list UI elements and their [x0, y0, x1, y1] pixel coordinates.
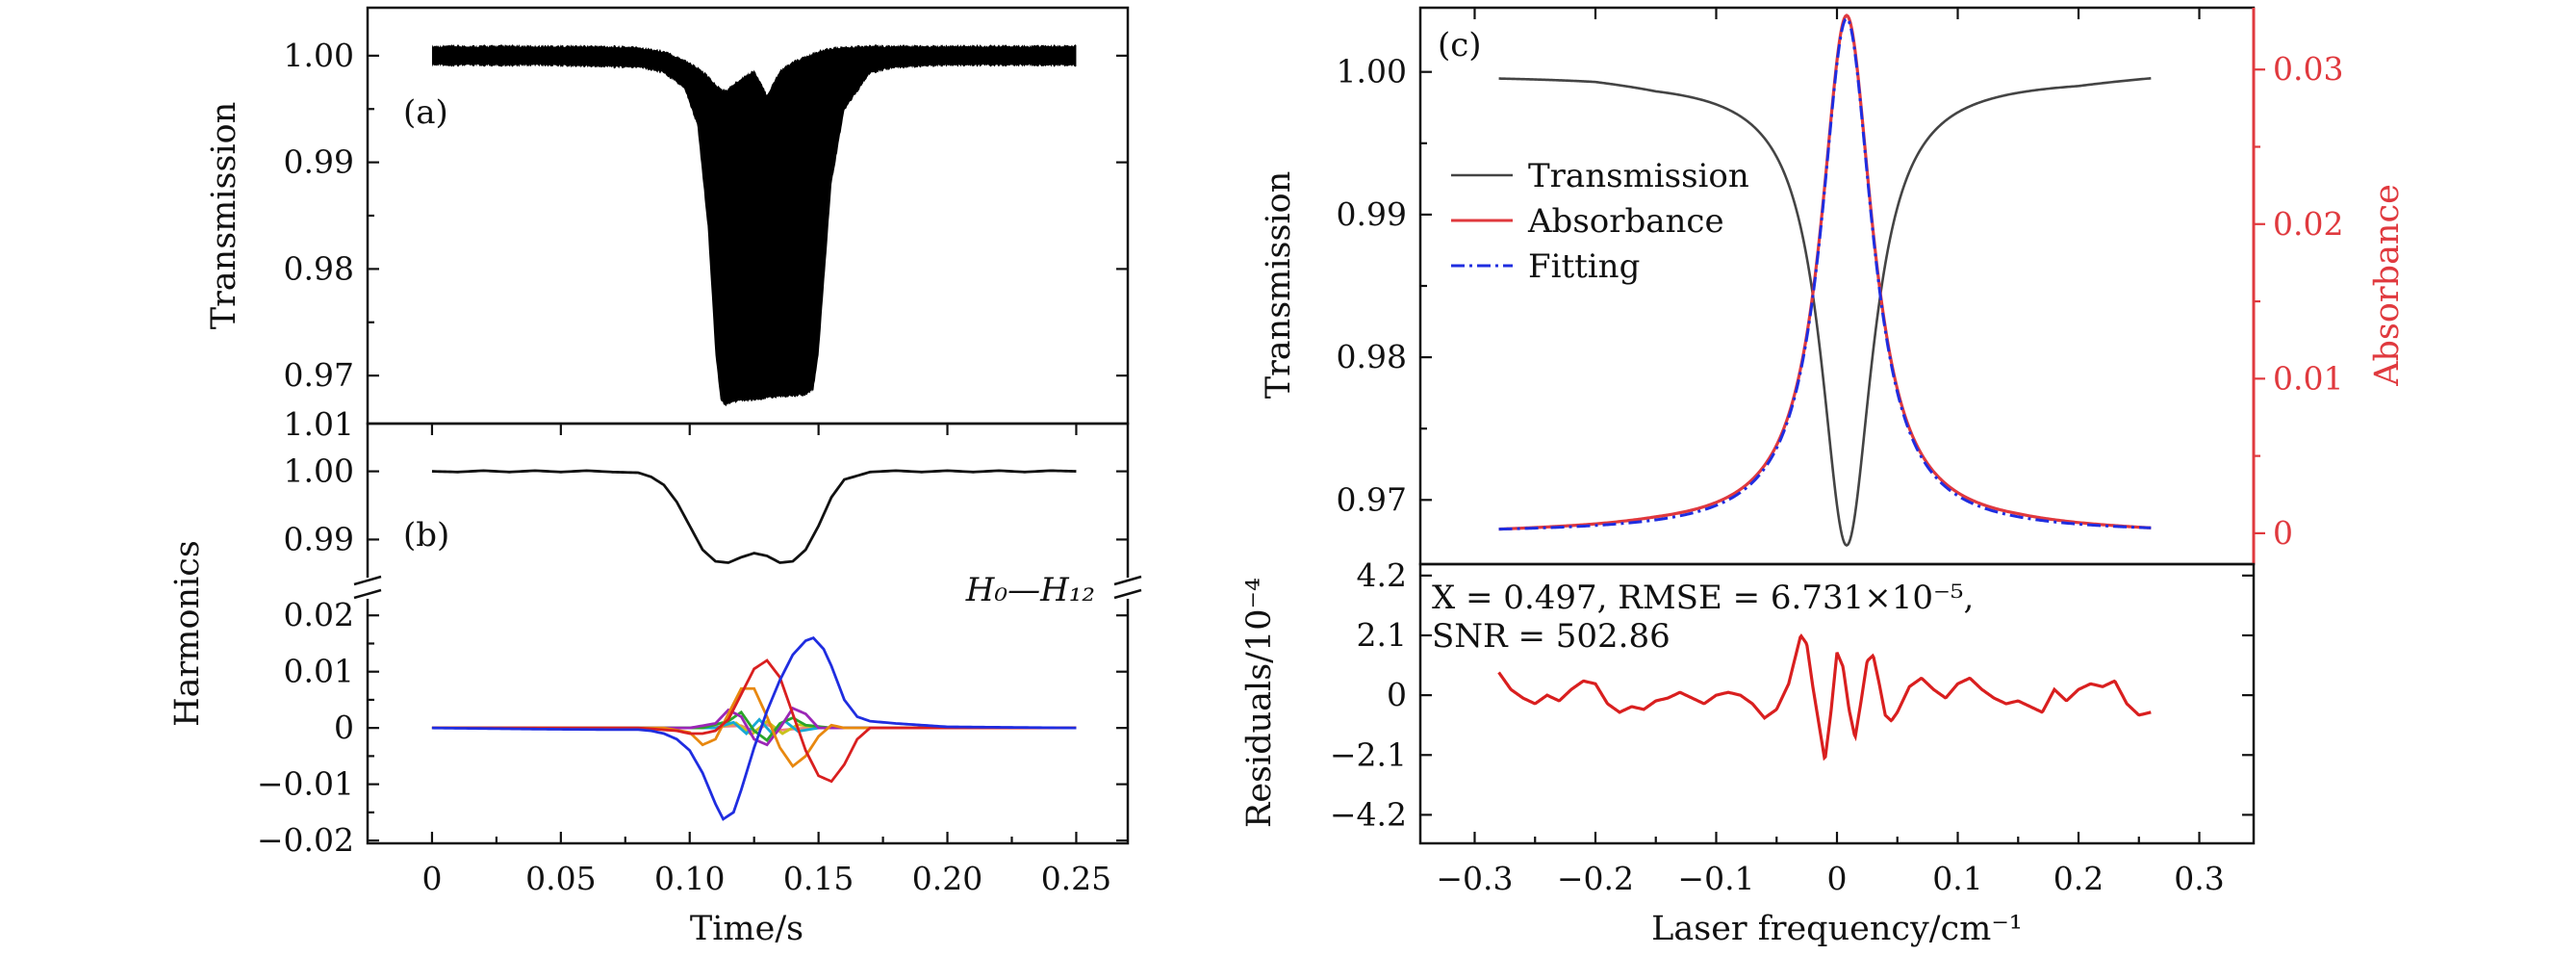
panel-c-ytick-label-right: 0: [2273, 514, 2293, 552]
legend: Transmission Absorbance Fitting: [1451, 157, 1749, 286]
panel-c-ylabel: Transmission: [1260, 171, 1298, 400]
panel-a-ytick-label: 0.99: [284, 143, 354, 181]
panel-b-xtick-label: 0.15: [783, 860, 854, 897]
panel-c: 0.97 0.98 0.99 1.00 0 0.01 0.02 0.03 (c) Transm…: [1260, 6, 2407, 566]
panel-b-label: (b): [403, 516, 449, 555]
panel-b-lower-ytick-label: 0.01: [284, 653, 354, 690]
axis-break-left: [353, 575, 382, 600]
panel-d-ytick-label: 2.1: [1357, 616, 1407, 654]
panel-d-xlabel: Laser frequency/cm⁻¹: [1651, 910, 2023, 948]
panel-b-xtick-label: 0.20: [912, 860, 982, 897]
panel-c-ytick-label: 0.97: [1337, 480, 1407, 518]
panel-b-lower-ytick-label: −0.01: [257, 765, 354, 803]
panel-d-ticks: −4.2 −2.1 0 2.1 4.2 −0.3 −0.2 −0.1 0 0.1 0.2 0.3: [1330, 556, 2254, 897]
panel-a-yticks: 0.97 0.98 0.99 1.00: [284, 37, 1128, 394]
panel-b-xtick-label: 0.05: [525, 860, 596, 897]
panel-c-ytick-label: 1.00: [1337, 53, 1407, 90]
panel-d-ytick-label: 0: [1387, 676, 1407, 713]
panel-b-xtick-label: 0.25: [1041, 860, 1111, 897]
panel-b-ylabel: Harmonics: [168, 540, 207, 727]
panel-b-lower-ytick-label: 0: [334, 709, 354, 746]
panel-a-ytick-label: 0.98: [284, 249, 354, 287]
panel-a-top-tick: 1.01: [284, 405, 354, 443]
panel-c-ytick-label-right: 0.01: [2273, 359, 2343, 397]
panel-b-xtick-label: 0: [421, 860, 442, 897]
harmonic-h0-line: [431, 469, 1077, 564]
panel-d-ytick-label: −4.2: [1330, 795, 1407, 833]
panel-b-lower-ytick-label: −0.02: [257, 821, 354, 859]
harmonic-h1-line: [431, 635, 1077, 821]
panel-d-xtick-label: 0.3: [2174, 860, 2224, 897]
panel-d-xtick-label: 0: [1827, 860, 1848, 897]
panel-d-xtick-label: 0.1: [1932, 860, 1982, 897]
panel-c-ytick-label-right: 0.03: [2273, 50, 2343, 88]
legend-transmission-label: Transmission: [1528, 157, 1749, 195]
harmonics-lines: [431, 469, 1077, 821]
panel-d-xtick-label: 0.2: [2053, 860, 2104, 897]
fitting-line: [1498, 16, 2152, 531]
panel-d-frame: [1418, 562, 2256, 845]
transmission-signal: [431, 44, 1077, 406]
stats-line-2: SNR = 502.86: [1432, 617, 1671, 656]
panel-b-upper-ytick-label: 1.00: [284, 452, 354, 490]
panel-c-ylabel-right: Absorbance: [2368, 184, 2407, 387]
panel-b-ticks: 0.99 1.00 −0.02 −0.01 0 0.01 0.02 0 0.05 0.10 0.15…: [257, 424, 1128, 897]
harmonics-range-annotation: H₀—H₁₂: [965, 571, 1095, 609]
panel-a-label: (a): [403, 93, 448, 132]
legend-absorbance-label: Absorbance: [1527, 202, 1724, 241]
panel-c-label: (c): [1438, 26, 1482, 65]
stats-line-1: X = 0.497, RMSE = 6.731×10⁻⁵,: [1432, 579, 1974, 617]
panel-b-frame: [366, 422, 1130, 845]
legend-fitting-label: Fitting: [1528, 247, 1640, 286]
panel-b-upper-ytick-label: 0.99: [284, 520, 354, 557]
panel-c-ytick-label: 0.98: [1337, 338, 1407, 375]
panel-b-lower-ytick-label: 0.02: [284, 596, 354, 633]
panel-c-ticks: 0.97 0.98 0.99 1.00 0 0.01 0.02 0.03: [1337, 8, 2343, 552]
panel-a-ytick-label: 0.97: [284, 356, 354, 394]
panel-c-ytick-label-right: 0.02: [2273, 205, 2343, 243]
panel-d-xtick-label: −0.1: [1677, 860, 1754, 897]
panel-d-ytick-label: 4.2: [1357, 556, 1407, 594]
panel-a-ytick-label: 1.00: [284, 37, 354, 74]
panel-d-xtick-label: −0.2: [1557, 860, 1634, 897]
residuals-line: [1497, 632, 2152, 761]
panel-d-ylabel: Residuals/10⁻⁴: [1240, 578, 1279, 828]
panel-c-frame: [1418, 6, 2256, 566]
panel-a-ylabel: Transmission: [205, 102, 243, 330]
panel-a: 0.97 0.98 0.99 1.00 (a) 1.01 Transmission: [205, 6, 1130, 443]
panel-c-ytick-label: 0.99: [1337, 195, 1407, 233]
panel-b-xlabel: Time/s: [690, 910, 803, 948]
panel-b: 0.99 1.00 −0.02 −0.01 0 0.01 0.02 0 0.05 0.10 0.15…: [168, 422, 1142, 948]
axis-break-right: [1113, 575, 1142, 600]
transmission-line: [1498, 76, 2152, 547]
panel-d-xtick-label: −0.3: [1436, 860, 1513, 897]
panel-b-xtick-label: 0.10: [654, 860, 725, 897]
panel-d: −4.2 −2.1 0 2.1 4.2 −0.3 −0.2 −0.1 0 0.1 0.2 0.3 X …: [1240, 556, 2256, 948]
panel-d-ytick-label: −2.1: [1330, 736, 1407, 773]
harmonic-h2-line: [431, 658, 1077, 784]
